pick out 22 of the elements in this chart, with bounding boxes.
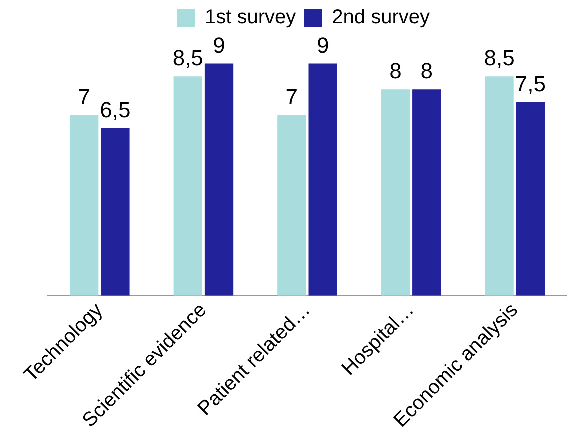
data-label: 6,5 <box>100 97 131 122</box>
bar <box>174 76 202 296</box>
bar <box>101 128 130 296</box>
bar <box>381 90 410 296</box>
bar <box>70 115 99 296</box>
bar <box>516 102 545 296</box>
legend-label: 2nd survey <box>332 6 430 29</box>
data-label: 7,5 <box>515 72 546 97</box>
data-label: 8 <box>390 58 402 84</box>
bar <box>412 90 442 296</box>
data-label: 8,5 <box>172 46 204 71</box>
bar <box>308 64 338 296</box>
data-label: 9 <box>213 32 226 58</box>
bar <box>485 76 514 296</box>
bar <box>204 64 234 296</box>
data-label: 7 <box>286 84 298 110</box>
data-label: 9 <box>316 32 330 58</box>
data-label: 8,5 <box>484 46 515 71</box>
data-label: 7 <box>78 84 90 110</box>
data-label: 8 <box>420 58 433 84</box>
bar <box>278 115 306 296</box>
legend-label: 1st survey <box>205 6 296 29</box>
